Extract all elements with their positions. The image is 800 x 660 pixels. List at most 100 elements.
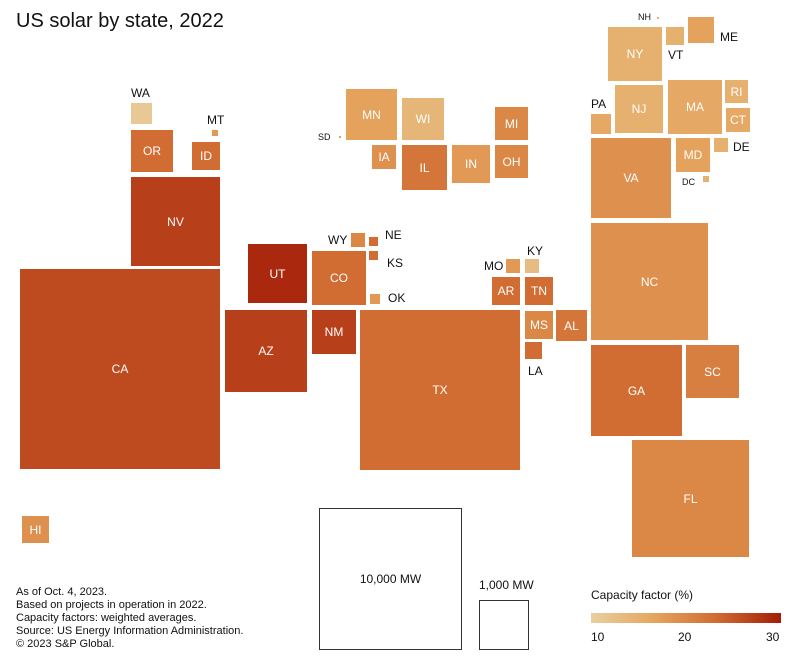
state-label-wy: WY — [328, 233, 348, 247]
state-label: AL — [564, 318, 579, 333]
state-label: NC — [640, 274, 659, 289]
state-square-oh: OH — [495, 145, 528, 178]
state-square-pa — [591, 114, 611, 134]
state-square-hi: HI — [22, 516, 49, 543]
state-square-ne — [369, 237, 378, 246]
state-label: OH — [502, 154, 521, 169]
note-line: Based on projects in operation in 2022. — [16, 599, 207, 611]
state-square-nv: NV — [131, 177, 220, 266]
state-square-vt — [666, 27, 684, 45]
state-square-ca: CA — [20, 269, 220, 469]
state-square-ny: NY — [608, 27, 662, 81]
state-square-ut: UT — [248, 244, 307, 303]
color-legend-tick: 20 — [678, 630, 692, 644]
state-square-ct: CT — [726, 108, 750, 132]
state-label-me: ME — [720, 30, 738, 44]
state-square-ok — [370, 294, 380, 304]
state-label: NM — [324, 325, 344, 339]
color-legend-gradient — [591, 613, 781, 623]
state-label-mt: MT — [207, 113, 225, 127]
state-label-mo: MO — [484, 259, 504, 273]
state-square-va: VA — [591, 138, 671, 218]
state-label: IA — [378, 150, 390, 164]
state-label: RI — [730, 84, 743, 99]
state-square-ma: MA — [668, 80, 722, 134]
state-label: WI — [415, 112, 431, 126]
state-label: UT — [269, 266, 286, 281]
state-square-nj: NJ — [615, 85, 663, 133]
state-square-tn: TN — [525, 277, 553, 305]
state-label: GA — [627, 383, 646, 398]
state-label-ne: NE — [385, 228, 402, 242]
state-label: NY — [626, 47, 644, 61]
state-square-co: CO — [312, 251, 366, 305]
state-square-mt — [212, 130, 218, 136]
state-square-nc: NC — [591, 223, 708, 340]
state-square-sc: SC — [686, 345, 739, 398]
state-square-or: OR — [131, 130, 173, 172]
state-label-nh: NH — [638, 12, 651, 22]
state-square-fl: FL — [632, 440, 749, 557]
state-label: MI — [504, 116, 519, 131]
state-square-il: IL — [402, 145, 447, 190]
state-label: TX — [432, 383, 448, 397]
state-square-in: IN — [452, 145, 490, 183]
state-square-ms: MS — [525, 311, 553, 339]
state-square-la — [525, 342, 542, 359]
state-square-dc — [703, 176, 709, 182]
state-label-sd: SD — [318, 132, 331, 142]
state-label: CO — [330, 271, 348, 285]
state-label: FL — [683, 491, 698, 506]
state-label-dc: DC — [682, 177, 695, 187]
state-label: CT — [730, 113, 746, 127]
note-line: Capacity factors: weighted averages. — [16, 612, 197, 624]
state-label-ok: OK — [388, 291, 406, 305]
size-legend-small-label: 1,000 MW — [479, 578, 534, 592]
state-label: MA — [686, 100, 704, 114]
state-label: HI — [29, 522, 42, 537]
state-square-wa — [131, 103, 152, 124]
note-line: Source: US Energy Information Administra… — [16, 625, 244, 637]
state-square-mo — [506, 259, 520, 273]
state-label: IN — [465, 157, 477, 171]
state-square-al: AL — [556, 310, 587, 341]
state-label: AZ — [258, 344, 274, 358]
state-label: CA — [111, 362, 129, 376]
chart-notes: As of Oct. 4, 2023. Based on projects in… — [16, 586, 243, 651]
color-legend-tick: 30 — [766, 630, 780, 644]
state-square-wy — [351, 233, 365, 247]
note-line: © 2023 S&P Global. — [16, 638, 115, 650]
state-label-wa: WA — [131, 86, 150, 100]
state-square-sd — [339, 136, 341, 138]
state-label-ks: KS — [387, 256, 404, 270]
state-square-ky — [525, 259, 539, 273]
state-square-ga: GA — [591, 345, 682, 436]
state-label: VA — [623, 171, 639, 185]
state-label: MD — [683, 148, 703, 162]
size-legend-large-label: 10,000 MW — [359, 572, 422, 586]
state-square-nm: NM — [312, 310, 356, 354]
color-legend-title: Capacity factor (%) — [591, 588, 694, 602]
state-label-ky: KY — [527, 244, 544, 258]
state-square-ar: AR — [492, 277, 520, 305]
state-square-id: ID — [192, 142, 220, 170]
size-legend-small — [479, 600, 529, 650]
state-label: NV — [167, 214, 184, 229]
state-square-me — [688, 17, 714, 43]
state-label: AR — [497, 284, 515, 298]
state-label: NJ — [631, 102, 647, 116]
state-label-pa: PA — [591, 97, 607, 111]
state-label: MN — [362, 107, 381, 122]
state-label-vt: VT — [668, 48, 684, 62]
state-label-de: DE — [733, 140, 750, 154]
state-label-la: LA — [528, 364, 543, 378]
state-square-de — [714, 138, 728, 152]
chart-title: US solar by state, 2022 — [16, 10, 224, 32]
note-line: As of Oct. 4, 2023. — [16, 586, 108, 598]
state-square-mi: MI — [495, 107, 528, 140]
state-label: OR — [143, 144, 161, 158]
state-square-md: MD — [676, 138, 710, 172]
state-square-wi: WI — [402, 98, 444, 140]
state-square-ri: RI — [725, 80, 748, 103]
